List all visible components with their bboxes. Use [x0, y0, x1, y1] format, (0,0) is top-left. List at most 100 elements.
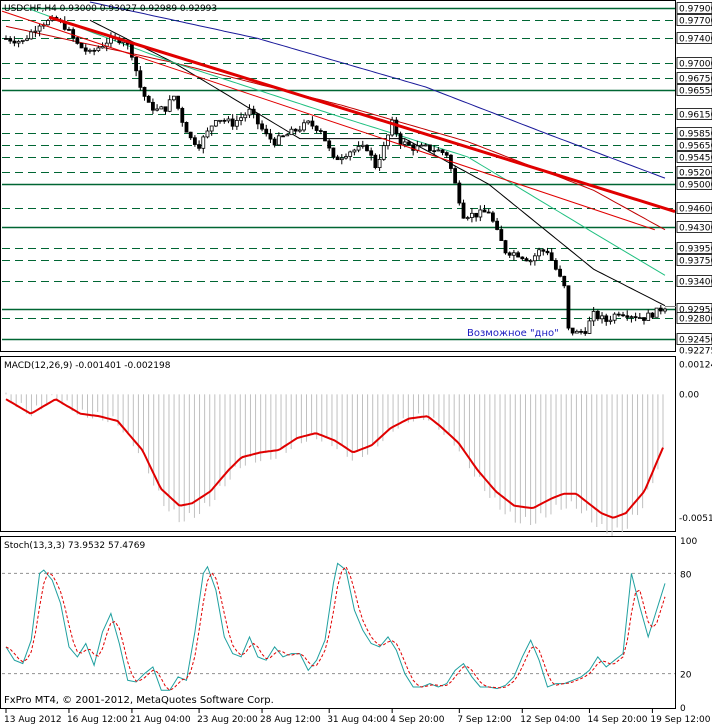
- candle-body-127: [537, 249, 541, 257]
- macd-axis-label-1: 0.00: [679, 390, 699, 400]
- candle-body-60: [255, 113, 260, 125]
- candle-body-15: [67, 28, 71, 31]
- candle-body-80: [339, 157, 344, 161]
- price-label-box-14: [676, 242, 712, 254]
- candle-body-71: [302, 122, 306, 131]
- candle-body-108: [457, 182, 462, 204]
- candle-body-119: [503, 240, 508, 254]
- candle-body-61: [260, 123, 264, 130]
- price-label-box-7: [676, 127, 712, 139]
- candle-body-92: [390, 119, 395, 136]
- candle-body-74: [314, 125, 319, 131]
- candle-body-8: [37, 25, 42, 32]
- candle-body-81: [344, 156, 348, 159]
- price-label-box-15: [676, 254, 712, 266]
- macd-axis: 0.00124 0.00 -0.00510: [679, 360, 712, 524]
- trendline-1: [1, 10, 655, 231]
- macd-signal-line: [5, 398, 664, 519]
- candle-body-142: [600, 315, 604, 320]
- candle-body-139: [587, 320, 592, 334]
- candle-body-57: [243, 114, 248, 119]
- candle-body-129: [545, 250, 550, 254]
- candle-body-128: [541, 249, 546, 252]
- candle-body-113: [478, 209, 483, 218]
- price-label-box-12: [676, 202, 712, 214]
- stoch-panel-title: Stoch(13,3,3) 73.9532 57.4769: [4, 541, 145, 551]
- candle-body-155: [654, 307, 659, 318]
- candle-body-140: [591, 310, 596, 322]
- candle-body-87: [369, 150, 374, 156]
- candle-body-5: [25, 38, 29, 41]
- candle-body-23: [100, 46, 105, 49]
- candle-body-122: [516, 252, 520, 258]
- time-label-10: 19 Sep 12:00: [650, 715, 710, 725]
- macd-signal-path: [5, 398, 664, 519]
- bottom-annotation: Возможное "дно": [467, 328, 559, 339]
- candle-body-19: [83, 47, 88, 52]
- stoch-axis-label-0: 100: [680, 537, 697, 547]
- time-label-1: 16 Aug 12:00: [67, 715, 128, 725]
- price-label-box-3: [676, 57, 712, 69]
- candle-body-143: [604, 315, 609, 322]
- macd-panel-title: MACD(12,26,9) -0.001401 -0.002198: [4, 361, 171, 371]
- candle-body-0: [4, 38, 8, 40]
- candle-body-145: [612, 313, 617, 321]
- candle-body-65: [276, 135, 281, 146]
- candle-body-70: [297, 129, 302, 132]
- stoch-axis-label-1: 80: [680, 570, 692, 580]
- candle-body-138: [583, 331, 588, 334]
- candles: [4, 15, 667, 336]
- candle-body-78: [331, 147, 336, 158]
- candle-body-33: [142, 86, 147, 97]
- candle-body-31: [134, 56, 139, 72]
- candle-body-50: [213, 120, 218, 127]
- time-axis: 13 Aug 2012 16 Aug 12:00 21 Aug 04:00 23 Au…: [4, 709, 711, 725]
- candle-body-133: [562, 275, 567, 287]
- candle-body-63: [268, 133, 273, 140]
- candle-body-73: [310, 120, 315, 127]
- candle-body-99: [419, 144, 424, 147]
- price-label-box-18: [676, 312, 712, 324]
- time-label-9: 14 Sep 20:00: [587, 715, 647, 725]
- time-label-6: 4 Sep 20:00: [390, 715, 445, 725]
- candle-body-69: [293, 128, 298, 132]
- candle-body-152: [642, 317, 646, 321]
- candle-body-114: [482, 209, 487, 213]
- candle-body-141: [595, 310, 600, 320]
- candle-body-42: [180, 107, 185, 123]
- candle-body-38: [163, 106, 168, 112]
- price-label-box-16: [676, 275, 712, 287]
- price-label-box-6: [676, 108, 712, 120]
- price-label-box-10: [676, 166, 712, 178]
- candle-body-3: [16, 40, 21, 44]
- stoch-main-path: [5, 562, 666, 691]
- price-label-box-11: [676, 178, 712, 190]
- price-label-box-8: [676, 139, 712, 151]
- candle-body-77: [327, 140, 332, 149]
- candle-body-151: [637, 317, 642, 319]
- stoch-axis: 100 80 20 0: [680, 537, 697, 714]
- candle-body-45: [192, 137, 197, 145]
- candle-body-134: [566, 285, 571, 329]
- candle-body-126: [532, 255, 537, 262]
- candle-body-95: [402, 141, 407, 145]
- candle-body-82: [348, 151, 353, 157]
- candle-body-124: [524, 258, 529, 262]
- candle-body-37: [159, 106, 164, 110]
- stoch-signal-path: [5, 565, 666, 691]
- candle-body-22: [96, 47, 101, 52]
- candle-body-10: [46, 20, 50, 26]
- stoch-lines: [5, 562, 666, 691]
- ma-line-3: [89, 1, 666, 179]
- candle-body-110: [465, 217, 470, 219]
- candle-body-154: [650, 312, 655, 318]
